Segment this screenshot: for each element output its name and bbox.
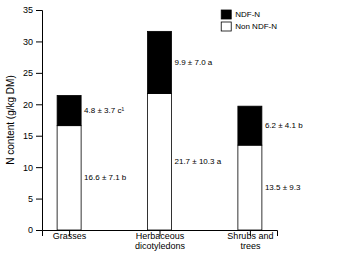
x-tick: Shrubs andtrees [227, 230, 273, 251]
bar [57, 126, 81, 230]
legend-swatch [221, 10, 231, 19]
y-tick-label: 10 [23, 163, 33, 173]
x-axis: Grasses Herbaceousdicotyledons Shrubs andt… [43, 230, 278, 251]
bar [238, 145, 262, 230]
x-tick: Herbaceousdicotyledons [135, 230, 186, 251]
y-tick-mark [36, 41, 42, 42]
y-tick-mark [36, 10, 42, 11]
bar [148, 31, 172, 93]
bars [57, 31, 262, 230]
x-tick-label: Herbaceousdicotyledons [135, 231, 186, 251]
y-tick: 20 [23, 100, 42, 110]
y-tick-label: 5 [28, 194, 33, 204]
x-tick-label: Shrubs andtrees [227, 231, 273, 251]
y-tick-mark [36, 73, 42, 74]
y-tick-mark [36, 104, 42, 105]
y-tick-mark [36, 230, 42, 231]
y-tick-label: 0 [28, 225, 33, 235]
bar [57, 95, 81, 125]
y-tick-label: 20 [23, 100, 33, 110]
y-tick: 15 [23, 131, 42, 141]
y-tick-label: 25 [23, 68, 33, 78]
legend-label: NDF-N [235, 10, 260, 19]
y-tick: 10 [23, 163, 42, 173]
y-axis: 0 5 10 15 20 25 30 35 [23, 5, 43, 235]
y-tick-mark [36, 136, 42, 137]
x-tick: Grasses [53, 230, 87, 241]
y-axis-line [36, 11, 43, 231]
legend-item: NDF-N [221, 10, 260, 19]
y-tick-label: 35 [23, 5, 33, 15]
y-tick-label: 30 [23, 37, 33, 47]
legend: NDF-N Non NDF-N [221, 10, 277, 31]
x-tick-label: Grasses [53, 231, 87, 241]
y-tick: 30 [23, 37, 42, 47]
legend-swatch [221, 22, 231, 31]
chart: 0 5 10 15 20 25 30 35 Grasses Herbaceousdicotyled… [0, 0, 347, 264]
y-axis-title: N content (g/kg DM) [5, 75, 16, 164]
data-labels: 16.6 ± 7.1 b 21.7 ± 10.3 a 13.5 ± 9.3 4.8 ±… [84, 58, 303, 192]
data-label: 6.2 ± 4.1 b [265, 121, 303, 130]
series [57, 31, 262, 145]
data-label: 9.9 ± 7.0 a [175, 58, 213, 67]
y-tick: 35 [23, 5, 42, 15]
data-label: 13.5 ± 9.3 [265, 183, 301, 192]
data-label: 4.8 ± 3.7 c¹ [84, 106, 124, 115]
y-tick-mark [36, 167, 42, 168]
plot: 0 5 10 15 20 25 30 35 Grasses Herbaceousdicotyled… [23, 5, 303, 251]
legend-item: Non NDF-N [221, 22, 277, 31]
y-tick: 0 [28, 225, 42, 235]
y-tick: 5 [28, 194, 42, 204]
y-tick-label: 15 [23, 131, 33, 141]
data-label: 21.7 ± 10.3 a [175, 157, 222, 166]
bar [148, 94, 172, 230]
y-tick: 25 [23, 68, 42, 78]
data-label: 16.6 ± 7.1 b [84, 173, 127, 182]
legend-label: Non NDF-N [235, 22, 277, 31]
bar [238, 106, 262, 145]
y-tick-mark [36, 199, 42, 200]
series [57, 94, 262, 230]
